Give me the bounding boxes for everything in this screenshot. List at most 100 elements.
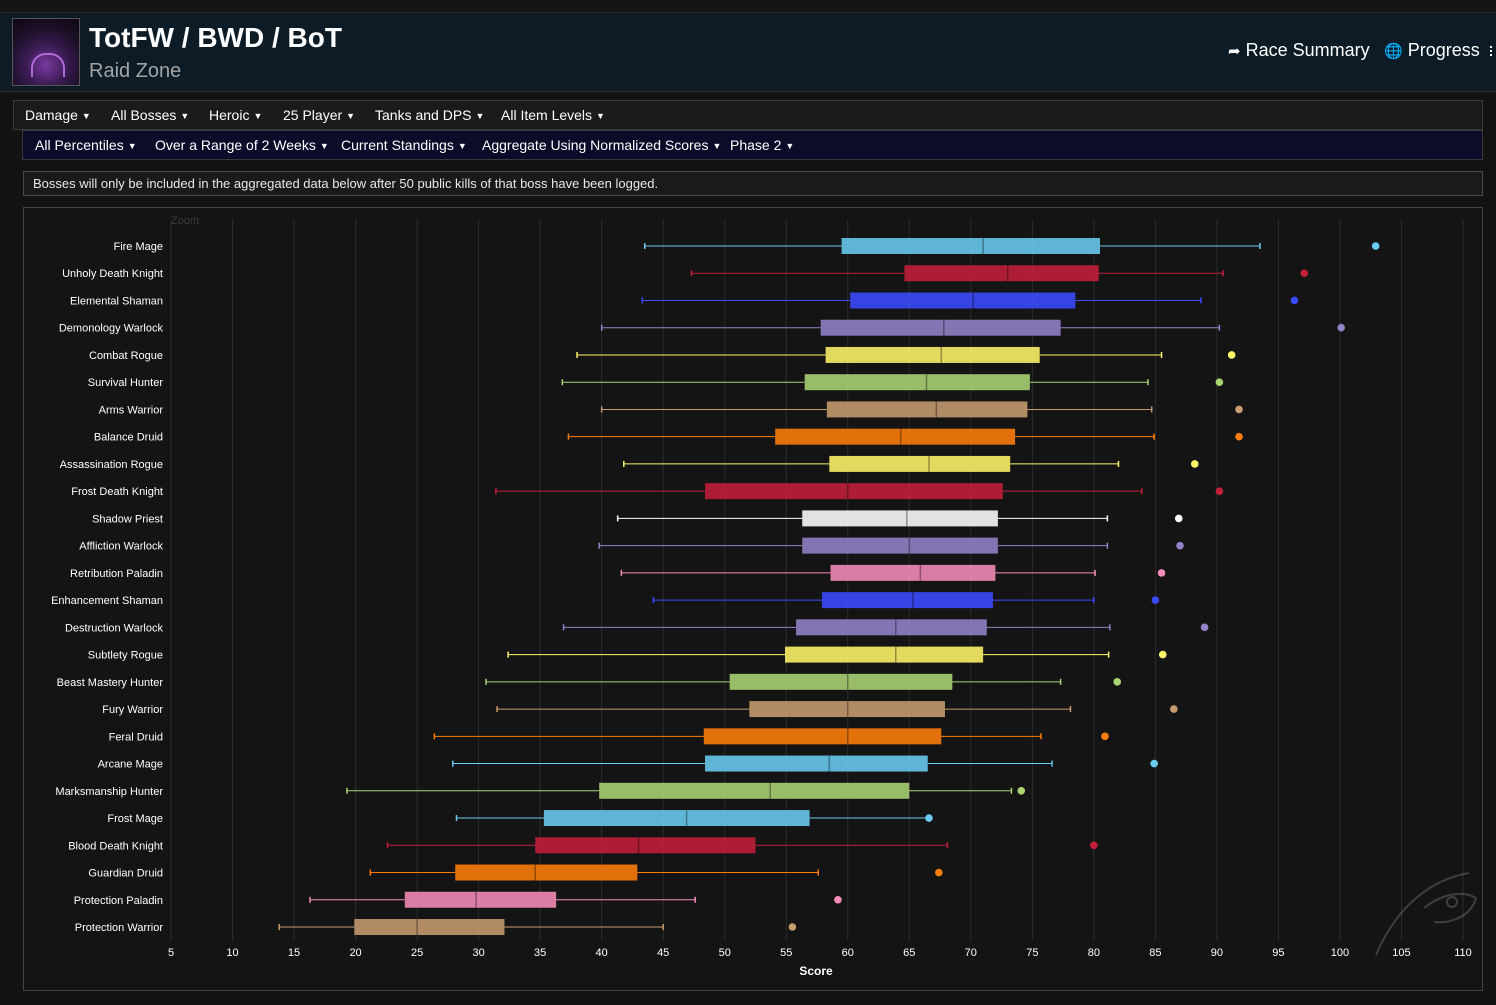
caret-down-icon: ▼	[596, 111, 605, 121]
difficulty-dropdown[interactable]: Heroic ▼	[209, 101, 262, 129]
outlier-point	[1176, 541, 1184, 550]
globe-icon: 🌐	[1384, 42, 1403, 60]
standings-dropdown[interactable]: Current Standings ▼	[341, 131, 467, 159]
boss-dropdown[interactable]: All Bosses ▼	[111, 101, 189, 129]
box	[785, 646, 984, 663]
box-group[interactable]	[652, 592, 1160, 609]
x-tick-label: 10	[226, 947, 238, 959]
boxplot-chart[interactable]: Zoom Fire Mage Unholy Death Knight Element…	[24, 208, 1482, 990]
x-tick-label: 100	[1331, 947, 1349, 959]
box-group[interactable]	[278, 919, 797, 935]
outlier-point	[925, 814, 933, 822]
box-group[interactable]	[567, 428, 1243, 445]
box-group[interactable]	[616, 510, 1183, 527]
metric-dropdown-label: Damage	[25, 107, 78, 123]
phase-dropdown[interactable]: Phase 2 ▼	[730, 131, 794, 159]
box-group[interactable]	[641, 292, 1299, 309]
size-dropdown-label: 25 Player	[283, 107, 343, 123]
race-summary-link[interactable]: ➦ Race Summary	[1228, 40, 1370, 61]
box	[850, 292, 1076, 309]
box-group[interactable]	[600, 401, 1243, 418]
box	[802, 537, 998, 554]
outlier-point	[1190, 460, 1199, 468]
item-level-dropdown[interactable]: All Item Levels ▼	[501, 101, 605, 129]
box-group[interactable]	[369, 864, 943, 881]
box	[404, 891, 557, 908]
box	[826, 401, 1028, 418]
category-label: Enhancement Shaman	[51, 595, 163, 607]
box	[804, 374, 1030, 391]
x-tick-label: 45	[657, 947, 669, 959]
box-group[interactable]	[600, 319, 1345, 336]
category-label: Beast Mastery Hunter	[57, 677, 164, 689]
box	[829, 455, 1011, 472]
box	[749, 701, 945, 718]
progress-link[interactable]: 🌐 Progress	[1384, 40, 1480, 61]
box-group[interactable]	[309, 891, 842, 908]
box-group[interactable]	[386, 837, 1098, 854]
notice-banner: Bosses will only be included in the aggr…	[23, 171, 1483, 196]
zone-icon	[12, 18, 80, 86]
category-label: Protection Warrior	[75, 922, 164, 934]
x-tick-label: 70	[965, 947, 977, 959]
box-group[interactable]	[452, 755, 1158, 772]
box-group[interactable]	[562, 619, 1209, 636]
x-tick-label: 80	[1088, 947, 1100, 959]
top-band	[0, 0, 1496, 12]
box	[775, 428, 1016, 445]
role-dropdown[interactable]: Tanks and DPS ▼	[375, 101, 484, 129]
zoom-label[interactable]: Zoom	[171, 215, 199, 227]
box-group[interactable]	[623, 455, 1199, 472]
category-label: Combat Rogue	[89, 350, 163, 362]
race-summary-label: Race Summary	[1245, 40, 1370, 60]
box	[354, 919, 505, 935]
x-tick-label: 105	[1392, 947, 1410, 959]
percentile-dropdown-label: All Percentiles	[35, 137, 124, 153]
x-tick-label: 65	[903, 947, 915, 959]
outlier-point	[1215, 378, 1224, 386]
more-menu-icon[interactable]	[1490, 46, 1496, 56]
x-tick-label: 60	[842, 947, 854, 959]
category-label: Affliction Warlock	[79, 541, 163, 553]
category-label: Survival Hunter	[88, 377, 164, 389]
caret-down-icon: ▼	[180, 111, 190, 121]
difficulty-dropdown-label: Heroic	[209, 107, 250, 123]
category-label: Marksmanship Hunter	[55, 786, 163, 798]
box	[705, 755, 928, 772]
box-group[interactable]	[598, 537, 1184, 554]
caret-down-icon: ▼	[253, 111, 263, 121]
size-dropdown[interactable]: 25 Player ▼	[283, 101, 355, 129]
box-group[interactable]	[576, 346, 1236, 363]
box-group[interactable]	[346, 782, 1026, 799]
box-group[interactable]	[507, 646, 1167, 663]
x-tick-label: 15	[288, 947, 300, 959]
category-label: Fire Mage	[113, 241, 163, 253]
box-group[interactable]	[485, 673, 1122, 690]
outlier-point	[1337, 323, 1345, 332]
box-group[interactable]	[433, 728, 1109, 745]
caret-down-icon: ▼	[81, 111, 91, 121]
box-group[interactable]	[495, 483, 1224, 500]
category-label: Fury Warrior	[102, 704, 163, 716]
box-group[interactable]	[455, 810, 933, 827]
box-group[interactable]	[690, 265, 1309, 282]
category-label: Blood Death Knight	[68, 840, 163, 852]
box-group[interactable]	[620, 564, 1166, 581]
box-group[interactable]	[561, 374, 1224, 391]
box	[904, 265, 1099, 282]
caret-down-icon: ▼	[319, 141, 329, 151]
standings-dropdown-label: Current Standings	[341, 137, 454, 153]
outlier-point	[1227, 351, 1236, 359]
percentile-dropdown[interactable]: All Percentiles ▼	[35, 131, 137, 159]
box-group[interactable]	[643, 238, 1380, 254]
x-tick-label: 55	[780, 947, 792, 959]
aggregate-dropdown[interactable]: Aggregate Using Normalized Scores ▼	[482, 131, 721, 159]
metric-dropdown[interactable]: Damage ▼	[25, 101, 91, 129]
time-range-dropdown[interactable]: Over a Range of 2 Weeks ▼	[155, 131, 329, 159]
aggregate-dropdown-label: Aggregate Using Normalized Scores	[482, 137, 709, 153]
y-axis-labels: Fire Mage Unholy Death Knight Elemental Sh…	[51, 241, 163, 934]
box	[729, 673, 953, 690]
outlier-point	[1174, 514, 1183, 523]
box-group[interactable]	[496, 701, 1178, 718]
page-header: TotFW / BWD / BoT Raid Zone ➦ Race Summa…	[0, 12, 1496, 92]
